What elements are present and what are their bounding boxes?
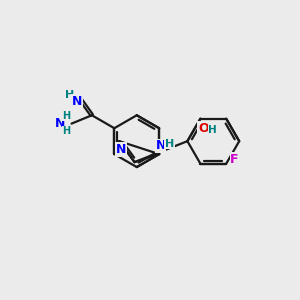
Text: N: N [116,143,126,156]
Text: H: H [165,139,174,149]
Text: O: O [198,122,208,135]
Text: H: H [62,126,70,136]
Text: N: N [155,140,166,152]
Text: N: N [72,95,82,108]
Text: F: F [230,153,239,166]
Text: N: N [55,117,65,130]
Text: H: H [208,125,217,135]
Text: H: H [62,111,70,121]
Text: H: H [65,90,75,100]
